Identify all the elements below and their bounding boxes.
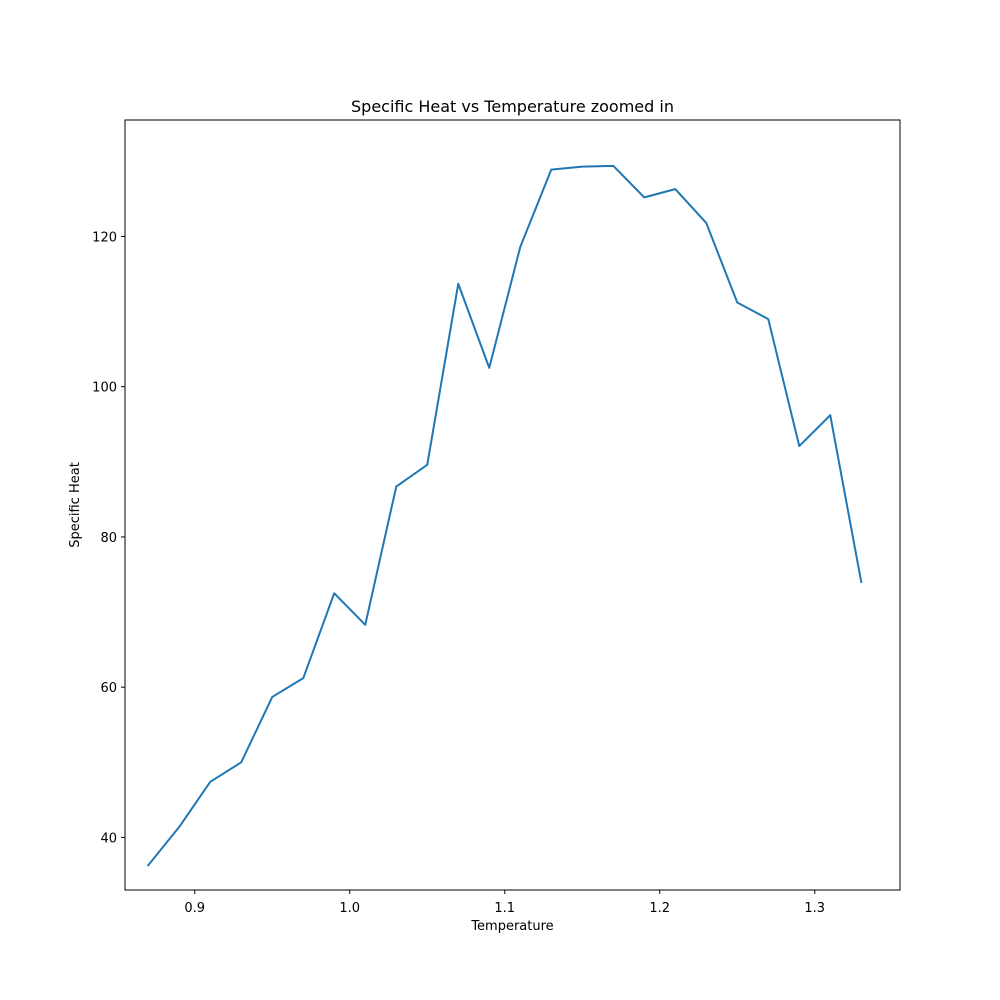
x-tick-label: 1.1 xyxy=(494,901,515,916)
y-tick-label: 40 xyxy=(100,831,117,846)
series-line xyxy=(146,164,863,867)
x-tick-label: 1.3 xyxy=(804,901,825,916)
x-axis: 0.9 1.0 1.1 1.2 1.3 xyxy=(184,890,825,916)
x-axis-label: Temperature xyxy=(470,919,553,934)
y-tick-label: 120 xyxy=(92,230,117,245)
x-tick-label: 1.0 xyxy=(339,901,360,916)
chart-title: Specific Heat vs Temperature zoomed in xyxy=(351,97,674,116)
plot-frame xyxy=(124,119,901,891)
y-tick-label: 100 xyxy=(92,381,117,396)
plot-area xyxy=(146,164,863,867)
y-tick-label: 80 xyxy=(100,531,117,546)
x-tick-label: 1.2 xyxy=(649,901,670,916)
y-axis: 40 60 80 100 120 xyxy=(92,230,125,846)
y-tick-label: 60 xyxy=(100,681,117,696)
x-tick-label: 0.9 xyxy=(184,901,205,916)
y-axis-label: Specific Heat xyxy=(68,462,83,548)
